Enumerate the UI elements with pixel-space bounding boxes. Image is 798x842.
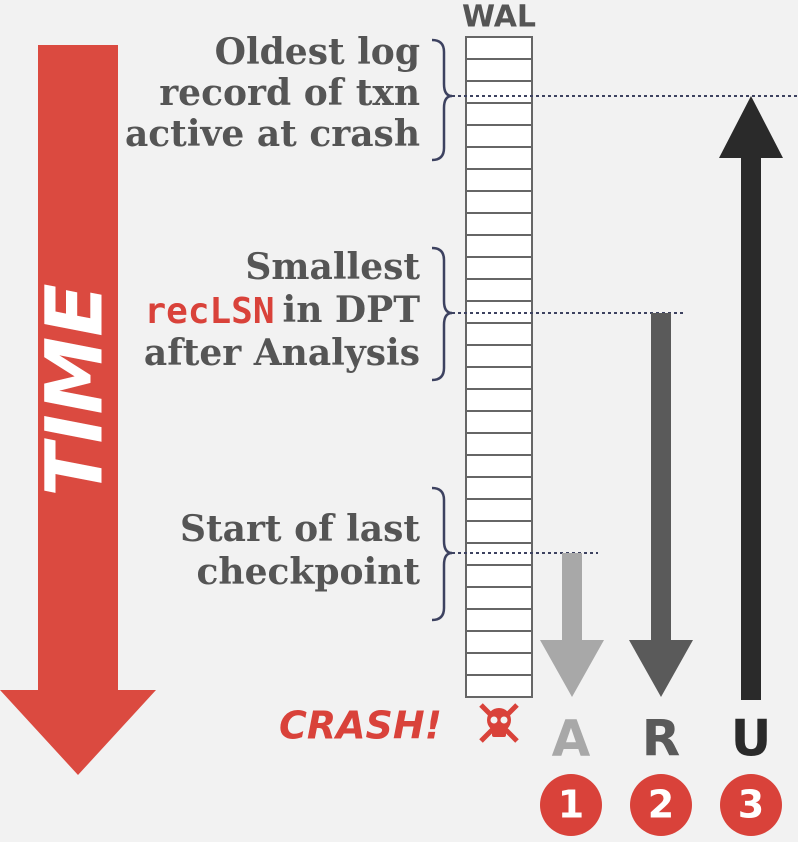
wal-cell [465,190,533,214]
annotation-line: Start of last [180,508,420,550]
wal-cell [465,630,533,654]
skull-icon [479,703,519,743]
annotation-line: after Analysis [144,332,420,374]
wal-cell [465,256,533,280]
wal-cell [465,608,533,632]
wal-cell [465,674,533,698]
wal-cell [465,278,533,302]
wal-cell [465,520,533,544]
wal-cell [465,102,533,126]
wal-cell [465,234,533,258]
phase-number: 1 [558,783,584,827]
phase-letter: U [731,710,772,768]
annotation-line: Smallest [245,246,420,288]
wal-cell [465,476,533,500]
wal-cell [465,212,533,236]
wal-cell [465,564,533,588]
wal-cell [465,300,533,324]
phase-number: 3 [738,783,764,827]
wal-cell [465,80,533,104]
phase-letter: A [552,710,591,768]
annotation-line: active at crash [125,113,420,155]
undo-arrow [719,96,783,700]
wal-cell [465,542,533,566]
wal-cell [465,586,533,610]
wal-cell [465,498,533,522]
annotation-line: recLSN in DPT [144,289,420,332]
wal-cell [465,58,533,82]
annotation-text: in DPT [283,289,421,331]
phase-badge [630,774,692,836]
wal-cell [465,652,533,676]
time-label: TIME [30,283,120,496]
wal-cell [465,454,533,478]
annotation-line: checkpoint [196,551,420,593]
phase-number: 2 [648,783,674,827]
phase-badge [540,774,602,836]
wal-cell [465,344,533,368]
wal-cell [465,168,533,192]
wal-column [465,36,533,698]
wal-label: WAL [462,0,536,35]
wal-cell [465,432,533,456]
annotation-line: record of txn [159,72,420,114]
phase-badge [720,774,782,836]
wal-cell [465,366,533,390]
phase-letter: R [642,710,681,768]
wal-cell [465,124,533,148]
code-term: recLSN [144,291,274,332]
analysis-arrow [540,553,604,697]
wal-cell [465,388,533,412]
annotation-line: Oldest log [215,31,420,73]
redo-arrow [629,313,693,697]
wal-cell [465,410,533,434]
time-arrow [0,45,156,775]
wal-cell [465,322,533,346]
wal-cell [465,146,533,170]
crash-label: CRASH! [279,704,442,748]
wal-cell [465,36,533,60]
